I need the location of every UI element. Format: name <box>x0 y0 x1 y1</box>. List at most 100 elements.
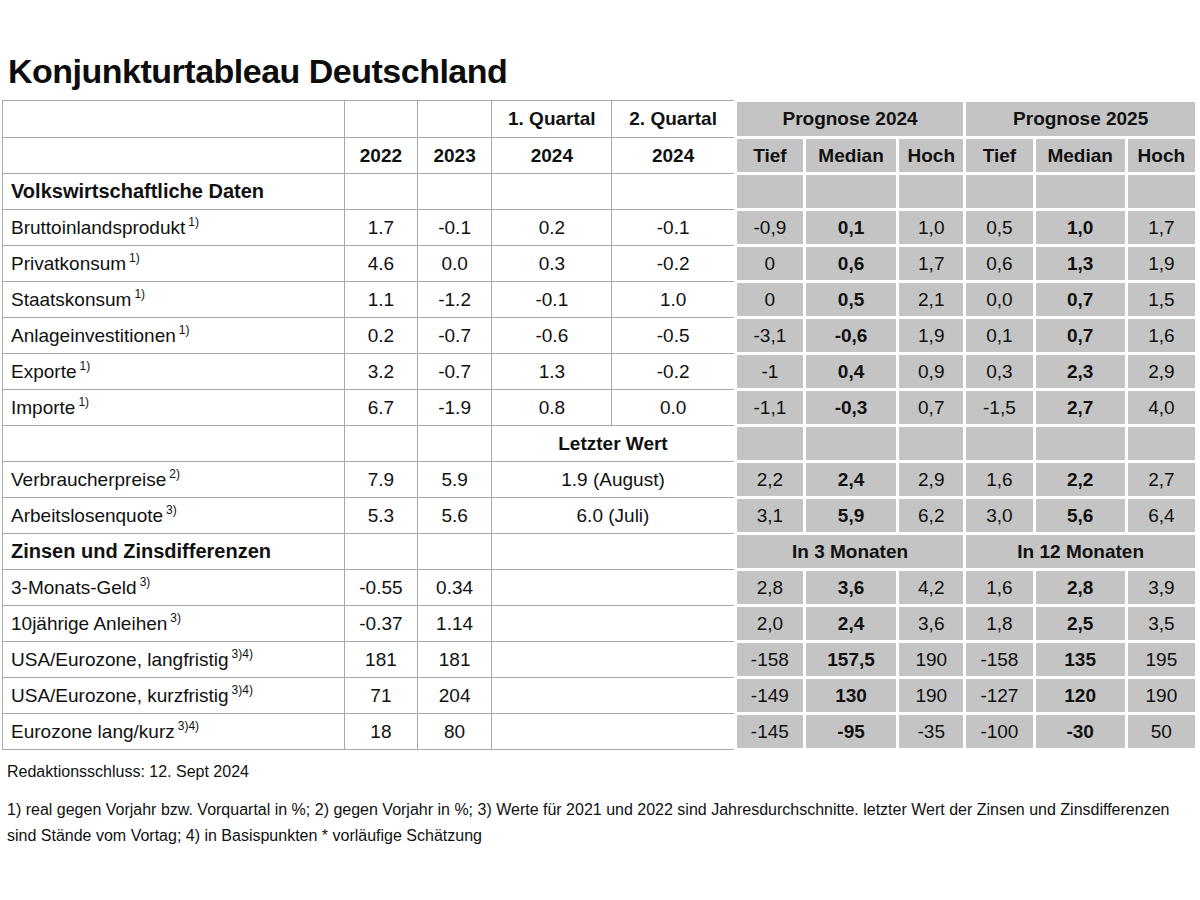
editorial-deadline: Redaktionsschluss: 12. Sept 2024 <box>7 763 1200 781</box>
footnote-marker: 3)4) <box>178 719 199 733</box>
row-label: Exporte1) <box>3 354 345 390</box>
prognose-median-12m: -30 <box>1034 714 1126 750</box>
footnote-marker: 3) <box>140 575 151 589</box>
prognose-median-2024: 2,4 <box>804 462 897 498</box>
prognose-tief-2025: 0,6 <box>965 246 1034 282</box>
row-label: USA/Eurozone, langfristig3)4) <box>3 642 345 678</box>
row-label: USA/Eurozone, kurzfristig3)4) <box>3 678 345 714</box>
prognose-tief-3m: -149 <box>735 678 804 714</box>
prognose-tief-2025: 0,5 <box>965 210 1034 246</box>
prognose-median-2024: -0,3 <box>804 390 897 426</box>
value-2023: -0.7 <box>418 354 492 390</box>
prognose-hoch-3m: 4,2 <box>898 570 965 606</box>
value-q2: 0.0 <box>612 390 735 426</box>
prognose-hoch-2025: 6,4 <box>1126 498 1196 534</box>
prognose-median-3m: -95 <box>804 714 897 750</box>
value-2023: 1.14 <box>418 606 492 642</box>
value-2022: 1.1 <box>344 282 417 318</box>
row-label-text: 10jährige Anleihen <box>11 613 167 634</box>
value-q1: 0.3 <box>492 246 612 282</box>
prognose-tief-2024: -1,1 <box>735 390 804 426</box>
group-header-prognose-2024: Prognose 2024 <box>735 101 965 138</box>
row-label: Eurozone lang/kurz3)4) <box>3 714 345 750</box>
col-header-median-2024: Median <box>804 138 897 174</box>
prognose-median-2025: 0,7 <box>1034 282 1126 318</box>
prognose-hoch-12m: 50 <box>1126 714 1196 750</box>
group-header-3-monate: In 3 Monaten <box>735 534 965 570</box>
empty-cell <box>344 101 417 138</box>
value-2022: 7.9 <box>344 462 417 498</box>
empty-cell <box>1034 174 1126 210</box>
value-q2: -0.1 <box>612 210 735 246</box>
prognose-tief-2025: -1,5 <box>965 390 1034 426</box>
footnote-marker: 1) <box>79 359 90 373</box>
value-q1: 0.2 <box>492 210 612 246</box>
empty-cell <box>344 174 417 210</box>
prognose-hoch-12m: 190 <box>1126 678 1196 714</box>
prognose-hoch-12m: 3,5 <box>1126 606 1196 642</box>
prognose-hoch-3m: 190 <box>898 642 965 678</box>
prognose-median-2024: 0,6 <box>804 246 897 282</box>
col-header-q1-year: 2024 <box>492 138 612 174</box>
row-label-text: USA/Eurozone, kurzfristig <box>11 685 229 706</box>
konjunktur-table: 1. Quartal 2. Quartal Prognose 2024 Prog… <box>2 99 1198 751</box>
empty-cell <box>492 570 736 606</box>
prognose-median-12m: 2,5 <box>1034 606 1126 642</box>
empty-cell <box>735 174 804 210</box>
value-2023: 5.9 <box>418 462 492 498</box>
value-q2: -0.5 <box>612 318 735 354</box>
prognose-tief-3m: -158 <box>735 642 804 678</box>
row-label-text: Exporte <box>11 361 76 382</box>
value-2023: 181 <box>418 642 492 678</box>
value-q1: 0.8 <box>492 390 612 426</box>
section-row-volkswirtschaft: Volkswirtschaftliche Daten <box>3 174 1197 210</box>
table-row: Importe1) 6.7 -1.9 0.8 0.0 -1,1 -0,3 0,7… <box>3 390 1197 426</box>
col-header-tief-2025: Tief <box>965 138 1034 174</box>
col-header-median-2025: Median <box>1034 138 1126 174</box>
group-header-12-monate: In 12 Monaten <box>965 534 1197 570</box>
footnote-marker: 1) <box>134 287 145 301</box>
prognose-hoch-12m: 195 <box>1126 642 1196 678</box>
value-2023: -0.7 <box>418 318 492 354</box>
footnote-marker: 2) <box>169 467 180 481</box>
value-2022: 4.6 <box>344 246 417 282</box>
empty-cell <box>492 714 736 750</box>
empty-cell <box>1126 174 1196 210</box>
row-label-text: Verbraucherpreise <box>11 469 166 490</box>
prognose-hoch-2025: 4,0 <box>1126 390 1196 426</box>
value-q2: -0.2 <box>612 354 735 390</box>
prognose-tief-12m: -127 <box>965 678 1034 714</box>
row-label-text: Eurozone lang/kurz <box>11 721 175 742</box>
empty-cell <box>492 534 736 570</box>
table-row: Exporte1) 3.2 -0.7 1.3 -0.2 -1 0,4 0,9 0… <box>3 354 1197 390</box>
value-q2: 1.0 <box>612 282 735 318</box>
prognose-hoch-2024: 2,9 <box>898 462 965 498</box>
row-label: Bruttoinlandsprodukt1) <box>3 210 345 246</box>
prognose-hoch-3m: -35 <box>898 714 965 750</box>
value-2022: 0.2 <box>344 318 417 354</box>
prognose-tief-2024: 0 <box>735 282 804 318</box>
prognose-tief-2024: 3,1 <box>735 498 804 534</box>
prognose-median-12m: 120 <box>1034 678 1126 714</box>
prognose-median-3m: 3,6 <box>804 570 897 606</box>
prognose-tief-3m: 2,8 <box>735 570 804 606</box>
prognose-hoch-2024: 1,0 <box>898 210 965 246</box>
value-2023: -1.2 <box>418 282 492 318</box>
prognose-median-2024: -0,6 <box>804 318 897 354</box>
value-2023: -0.1 <box>418 210 492 246</box>
prognose-median-2025: 2,7 <box>1034 390 1126 426</box>
prognose-hoch-2024: 2,1 <box>898 282 965 318</box>
table-row: Privatkonsum1) 4.6 0.0 0.3 -0.2 0 0,6 1,… <box>3 246 1197 282</box>
prognose-median-2024: 0,5 <box>804 282 897 318</box>
empty-cell <box>3 138 345 174</box>
row-label-text: Arbeitslosenquote <box>11 505 163 526</box>
row-label-text: Importe <box>11 397 75 418</box>
value-2023: 80 <box>418 714 492 750</box>
value-2023: 204 <box>418 678 492 714</box>
letzter-wert-header: Letzter Wert <box>492 426 736 462</box>
value-2022: -0.55 <box>344 570 417 606</box>
prognose-tief-2025: 3,0 <box>965 498 1034 534</box>
section-label: Volkswirtschaftliche Daten <box>3 174 345 210</box>
value-2022: -0.37 <box>344 606 417 642</box>
value-2023: -1.9 <box>418 390 492 426</box>
